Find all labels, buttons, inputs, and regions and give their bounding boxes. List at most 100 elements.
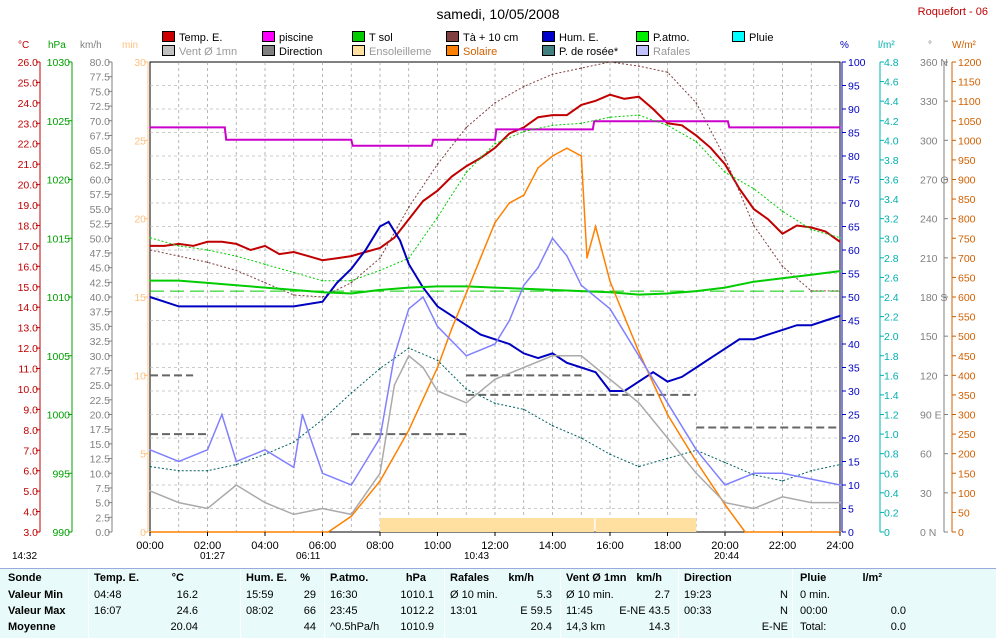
temp-tick-label: 6.0	[23, 466, 38, 478]
data-point	[781, 329, 784, 331]
data-point	[695, 140, 698, 143]
data-point	[551, 73, 554, 76]
data-point	[379, 269, 381, 272]
data-point	[494, 286, 496, 289]
hum-tick-label: 5	[848, 504, 854, 516]
data-point	[321, 418, 324, 421]
legend-swatch	[352, 45, 365, 56]
data-point	[479, 333, 482, 336]
data-point	[839, 290, 841, 292]
temp-tick-label: 19.0	[18, 200, 39, 212]
data-point	[379, 289, 381, 291]
hum-tick-label: 90	[848, 104, 860, 116]
legend-swatch	[162, 31, 175, 42]
sunset-label: 20:44	[714, 551, 740, 562]
data-point	[379, 472, 381, 475]
minutes-tick-label: 20	[134, 214, 146, 226]
data-point	[178, 255, 180, 257]
dir-tick-label: 330	[920, 96, 938, 108]
data-point	[523, 284, 525, 287]
data-point	[609, 453, 611, 456]
data-point	[149, 279, 151, 282]
data-point	[781, 265, 784, 268]
data-point	[638, 293, 640, 296]
data-point	[393, 236, 396, 239]
data-point	[224, 126, 226, 129]
data-point	[350, 281, 353, 284]
table-cell: 14,3 km	[566, 621, 606, 633]
data-point	[592, 128, 594, 131]
data-point	[767, 218, 769, 221]
legend-item: Tà + 10 cm	[446, 31, 518, 44]
minutes-tick-label: 0	[140, 527, 146, 539]
dir-tick-label: 120	[920, 370, 938, 382]
data-point	[666, 413, 669, 416]
data-point	[839, 315, 841, 317]
table-separator	[88, 569, 89, 638]
x-tick-label: 14:00	[539, 540, 567, 552]
data-point	[810, 228, 813, 231]
wind-tick-label: 47.5	[90, 248, 111, 260]
data-point	[638, 351, 640, 353]
pressure-tick-label: 995	[52, 468, 70, 480]
data-point	[523, 126, 525, 129]
rain-tick-label: 3.0	[884, 233, 899, 245]
data-point	[436, 390, 439, 392]
data-point	[609, 390, 611, 392]
data-point	[724, 163, 726, 165]
dir-tick-label: 150	[920, 331, 938, 343]
data-point	[293, 271, 295, 274]
data-point	[753, 280, 755, 283]
data-point	[638, 402, 640, 404]
dir-tick-label: 210	[920, 253, 938, 265]
data-point	[810, 469, 813, 472]
legend-item: Solaire	[446, 45, 497, 58]
table-separator	[240, 569, 241, 638]
rain-tick-label: 3.4	[884, 194, 899, 206]
data-point	[695, 102, 698, 104]
data-point	[293, 294, 295, 296]
data-point	[350, 392, 353, 394]
temp-tick-label: 11.0	[18, 364, 38, 376]
data-point	[178, 501, 180, 504]
rain-tick-label: 2.0	[884, 331, 899, 343]
data-point	[724, 501, 726, 504]
data-point	[580, 290, 583, 292]
data-point	[249, 249, 252, 251]
data-point	[351, 145, 354, 147]
data-point	[508, 343, 511, 345]
table-header: Direction	[684, 572, 732, 584]
data-point	[753, 474, 755, 476]
data-point	[623, 98, 626, 100]
data-point	[327, 531, 330, 533]
x-tick-label: 20:00	[711, 540, 739, 552]
data-point	[178, 243, 180, 245]
data-point	[609, 308, 611, 310]
temp-tick-label: 24.0	[18, 98, 39, 110]
data-point	[307, 255, 309, 257]
data-point	[350, 513, 353, 516]
data-point	[221, 413, 223, 416]
wind-tick-label: 65.0	[90, 145, 111, 157]
table-cell: N	[780, 589, 788, 601]
data-point	[422, 200, 424, 202]
data-point	[293, 513, 295, 516]
data-point	[465, 171, 468, 174]
data-point	[163, 300, 166, 303]
data-point	[422, 296, 424, 298]
data-point	[508, 319, 511, 322]
table-header: P.atmo.	[330, 572, 369, 584]
data-point	[408, 308, 410, 310]
hum-tick-label: 70	[848, 198, 860, 210]
wind-tick-label: 52.5	[90, 219, 111, 231]
data-point	[408, 429, 410, 432]
data-point	[451, 327, 453, 330]
wind-tick-label: 20.0	[90, 410, 111, 422]
rain-tick-label: 2.6	[884, 272, 899, 284]
data-point	[796, 224, 798, 227]
data-point	[666, 292, 669, 295]
wind-tick-label: 17.5	[90, 424, 111, 436]
dir-tick-label: 270 O	[920, 175, 949, 187]
solar-tick-label: 950	[958, 155, 976, 167]
data-point	[408, 257, 410, 260]
